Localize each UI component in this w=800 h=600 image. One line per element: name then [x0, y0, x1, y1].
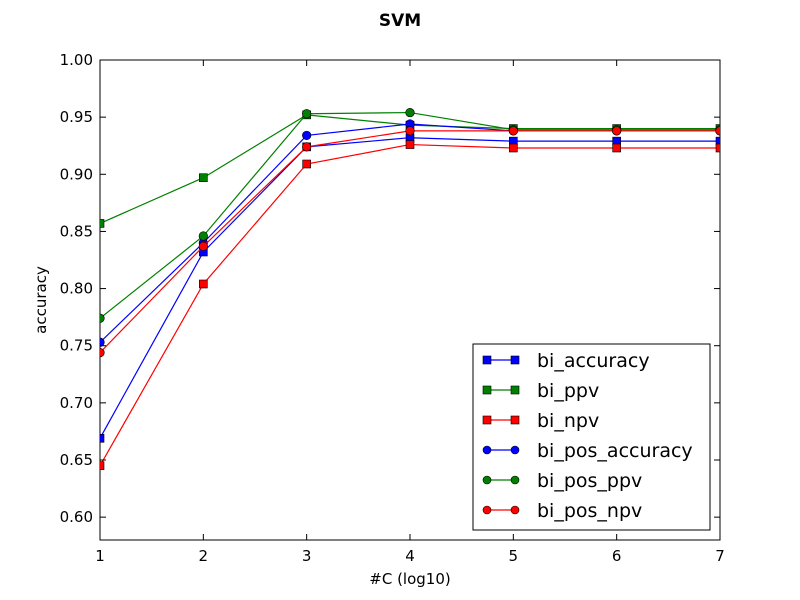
- x-tick-label: 1: [95, 547, 105, 565]
- chart-title: SVM: [379, 11, 421, 31]
- y-tick-label: 0.65: [60, 451, 93, 469]
- x-tick-label: 6: [612, 547, 622, 565]
- legend-entry-bi_pos_ppv: bi_pos_ppv: [482, 470, 642, 492]
- legend-marker-end: [510, 505, 520, 515]
- data-point-bi_pos_npv: [302, 142, 312, 152]
- legend-entry-bi_pos_npv: bi_pos_npv: [482, 500, 642, 522]
- data-point-bi_pos_ppv: [405, 107, 415, 118]
- data-point-bi_pos_npv: [198, 241, 208, 251]
- data-point-bi_npv: [509, 143, 518, 153]
- legend-marker-start: [482, 355, 492, 365]
- data-point-bi_pos_ppv: [198, 231, 208, 241]
- x-tick-label: 3: [302, 547, 312, 565]
- x-tick-label: 5: [509, 547, 519, 565]
- data-point-bi_accuracy: [715, 136, 720, 146]
- data-point-bi_pos_ppv: [100, 313, 105, 323]
- y-tick-label: 1.00: [60, 51, 93, 69]
- legend-box: [472, 343, 711, 531]
- y-tick-label: 0.70: [60, 394, 93, 412]
- series-bi_npv: [100, 140, 720, 471]
- data-point-bi_pos_accuracy: [100, 337, 105, 347]
- data-point-bi_pos_npv: [405, 126, 415, 136]
- legend-entry-bi_npv: bi_npv: [482, 410, 599, 432]
- legend-marker-end: [510, 415, 520, 425]
- legend-entry-bi_accuracy: bi_accuracy: [482, 350, 650, 372]
- data-point-bi_pos_npv: [612, 126, 622, 136]
- legend-label: bi_pos_npv: [537, 500, 642, 522]
- legend-label: bi_accuracy: [537, 350, 650, 372]
- series-bi_pos_npv: [100, 126, 720, 358]
- legend-label: bi_pos_accuracy: [537, 440, 693, 462]
- legend-marker-start: [482, 505, 492, 515]
- legend: bi_accuracy bi_ppv bi_npv bi_pos_accuracybi…: [472, 343, 711, 531]
- x-tick-label: 2: [199, 547, 209, 565]
- y-axis-label: accuracy: [32, 266, 50, 334]
- y-tick-label: 0.80: [60, 280, 93, 298]
- data-point-bi_pos_accuracy: [302, 130, 312, 141]
- data-point-bi_npv: [612, 143, 621, 153]
- x-axis: 1 2 3 4 5 6 7: [95, 60, 725, 565]
- plot-area: [99, 59, 721, 541]
- y-tick-label: 0.95: [60, 108, 93, 126]
- data-point-bi_ppv: [199, 173, 208, 183]
- data-point-bi_npv: [199, 279, 208, 289]
- data-point-bi_npv: [405, 140, 415, 149]
- y-axis: 0.60 0.65 0.70 0.75 0.80 0.85 0.90 0.95 1.00: [60, 51, 720, 526]
- y-tick-label: 0.60: [60, 508, 93, 526]
- series-line-bi_pos_accuracy: [100, 123, 720, 343]
- series-bi_pos_accuracy: [100, 119, 720, 347]
- legend-marker-start: [482, 475, 492, 485]
- data-point-bi_npv: [302, 159, 311, 169]
- x-axis-label: #C (log10): [369, 570, 450, 588]
- x-tick-label: 7: [715, 547, 725, 565]
- legend-marker-start: [482, 385, 492, 395]
- data-point-bi_pos_npv: [100, 347, 105, 358]
- data-point-bi_npv: [100, 461, 105, 471]
- data-point-bi_npv: [715, 143, 720, 153]
- legend-label: bi_pos_ppv: [537, 470, 642, 492]
- legend-marker-end: [510, 385, 520, 395]
- data-point-bi_pos_npv: [508, 126, 518, 136]
- legend-marker-end: [510, 475, 520, 485]
- y-tick-label: 0.90: [60, 165, 93, 183]
- legend-entry-bi_ppv: bi_ppv: [482, 380, 599, 402]
- data-point-bi_accuracy: [100, 433, 105, 443]
- data-point-bi_pos_ppv: [302, 109, 312, 119]
- y-tick-label: 0.75: [60, 337, 93, 355]
- y-tick-label: 0.85: [60, 222, 93, 240]
- series-group: [100, 107, 720, 471]
- legend-label: bi_ppv: [537, 380, 599, 402]
- series-line-bi_pos_npv: [100, 130, 720, 353]
- legend-marker-start: [482, 445, 492, 455]
- legend-entry-bi_pos_accuracy: bi_pos_accuracy: [482, 440, 693, 462]
- legend-label: bi_npv: [537, 410, 599, 432]
- legend-marker-end: [510, 355, 520, 365]
- legend-marker-start: [482, 415, 492, 425]
- data-point-bi_ppv: [100, 219, 105, 228]
- x-tick-label: 4: [405, 547, 415, 565]
- legend-marker-end: [510, 445, 520, 455]
- data-point-bi_pos_npv: [715, 126, 720, 136]
